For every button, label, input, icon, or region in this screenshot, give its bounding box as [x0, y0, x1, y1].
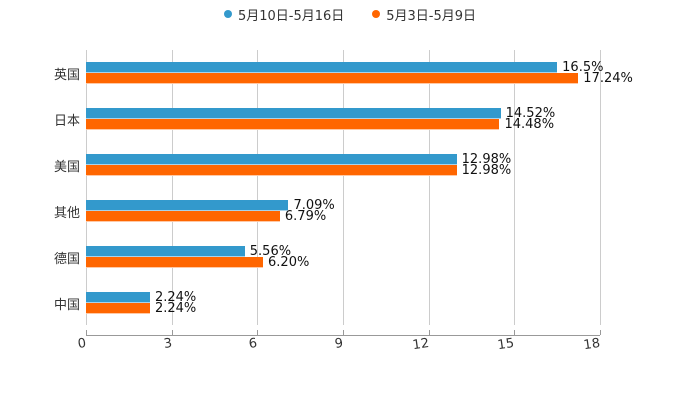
- category-label: 日本: [53, 114, 80, 129]
- category-label: 其他: [53, 206, 80, 221]
- x-tick-label: 0: [76, 336, 88, 353]
- x-tick: [429, 330, 430, 335]
- x-tick: [172, 330, 173, 335]
- x-tick: [257, 330, 258, 335]
- bar-series-2[interactable]: [86, 303, 150, 313]
- data-label: 6.79%: [284, 209, 327, 224]
- data-label: 2.24%: [154, 301, 197, 316]
- bar-series-1[interactable]: [86, 154, 457, 164]
- x-axis-line: [86, 335, 600, 336]
- legend-item-series-1[interactable]: 5月10日-5月16日: [223, 4, 345, 24]
- x-tick-label: 15: [496, 336, 516, 354]
- gridline: [172, 50, 173, 325]
- data-label: 5.56%: [249, 244, 292, 259]
- bar-series-1[interactable]: [86, 292, 150, 302]
- x-tick: [343, 330, 344, 335]
- bar-series-1[interactable]: [86, 62, 558, 72]
- bar-series-2[interactable]: [86, 257, 264, 267]
- bar-series-1[interactable]: [86, 108, 501, 118]
- data-label: 14.52%: [505, 106, 556, 121]
- gridline: [514, 50, 515, 325]
- gridline: [257, 50, 258, 325]
- data-label: 12.98%: [461, 163, 512, 178]
- legend-dot-icon: [372, 10, 381, 18]
- gridline: [343, 50, 344, 325]
- data-label: 6.20%: [268, 255, 310, 270]
- bar-series-1[interactable]: [86, 246, 245, 256]
- bar-series-2[interactable]: [86, 119, 500, 129]
- data-label: 16.5%: [562, 60, 604, 75]
- gridline: [600, 50, 601, 325]
- chart-legend: 5月10日-5月16日 5月3日-5月9日: [0, 4, 700, 24]
- data-label: 12.98%: [461, 152, 512, 167]
- legend-dot-icon: [223, 10, 232, 18]
- gridline: [86, 50, 87, 325]
- x-tick: [600, 330, 601, 335]
- bar-series-2[interactable]: [86, 73, 579, 83]
- bar-series-1[interactable]: [86, 200, 289, 210]
- legend-label: 5月10日-5月16日: [237, 8, 345, 24]
- bar-series-2[interactable]: [86, 165, 457, 175]
- x-tick-label: 9: [333, 336, 345, 353]
- legend-item-series-2[interactable]: 5月3日-5月9日: [372, 4, 476, 24]
- data-label: 7.09%: [293, 198, 335, 213]
- category-label: 英国: [53, 68, 80, 83]
- data-label: 17.24%: [583, 71, 633, 86]
- bar-series-2[interactable]: [86, 211, 280, 221]
- gridline: [429, 50, 430, 325]
- x-tick-label: 3: [162, 336, 174, 353]
- data-label: 14.48%: [504, 117, 555, 132]
- category-label: 中国: [53, 298, 80, 313]
- x-tick-label: 18: [582, 336, 602, 354]
- x-tick: [86, 330, 87, 335]
- legend-label: 5月3日-5月9日: [386, 8, 477, 24]
- category-label: 美国: [53, 160, 80, 175]
- category-label: 德国: [53, 252, 80, 267]
- x-tick: [514, 330, 515, 335]
- x-tick-label: 6: [247, 336, 259, 353]
- x-tick-label: 12: [411, 336, 431, 354]
- data-label: 2.24%: [154, 290, 197, 305]
